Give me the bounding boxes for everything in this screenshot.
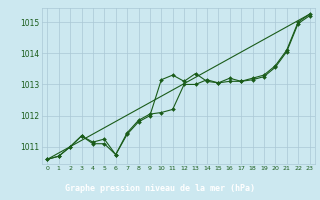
Text: Graphe pression niveau de la mer (hPa): Graphe pression niveau de la mer (hPa) <box>65 184 255 193</box>
